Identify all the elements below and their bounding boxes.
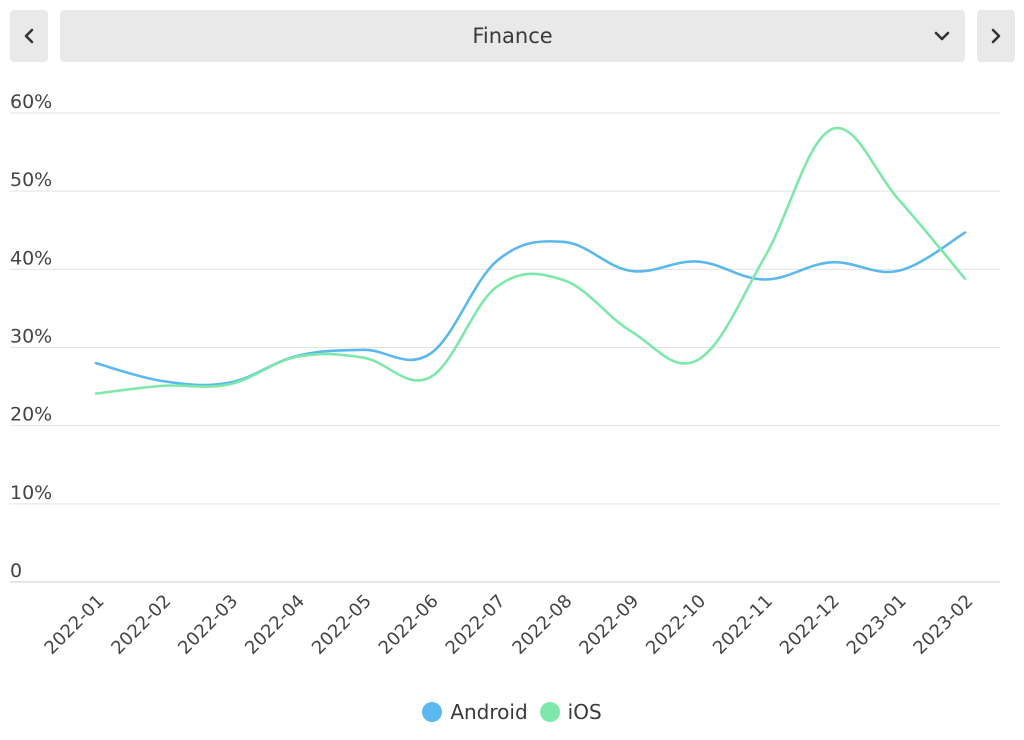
legend-item-android[interactable]: Android (422, 700, 528, 724)
previous-button[interactable] (10, 10, 48, 62)
x-axis-ticks: 2022-012022-022022-032022-042022-052022-… (40, 591, 977, 659)
legend-marker-android (422, 702, 443, 722)
x-tick-label: 2022-04 (241, 591, 309, 659)
y-tick-label: 10% (10, 482, 52, 504)
x-tick-label: 2022-11 (709, 591, 777, 659)
x-tick-label: 2022-12 (776, 591, 844, 659)
legend-marker-ios (539, 702, 560, 722)
x-tick-label: 2022-03 (174, 591, 242, 659)
y-axis-ticks: 0 10% 20% 30% 40% 50% 60% (10, 91, 52, 582)
x-tick-label: 2023-01 (843, 591, 911, 659)
line-chart: 010%20%30%40%50%60% 2022-012022-022022-0… (10, 91, 1000, 659)
selected-category-label: Finance (472, 24, 553, 48)
legend-label-ios: iOS (567, 700, 602, 724)
chart-legend: Android iOS (0, 700, 1024, 724)
next-button[interactable] (977, 10, 1015, 62)
y-tick-label: 50% (10, 169, 52, 191)
grid-lines (10, 112, 1000, 583)
chevron-left-icon (24, 28, 34, 44)
x-tick-label: 2022-02 (107, 591, 175, 659)
x-tick-label: 2023-02 (909, 591, 977, 659)
y-tick-label: 20% (10, 404, 52, 426)
x-tick-label: 2022-01 (40, 591, 108, 659)
x-tick-label: 2022-05 (308, 591, 376, 659)
x-tick-label: 2022-07 (442, 591, 510, 659)
series-line-android (94, 231, 967, 387)
series-line-ios (94, 126, 967, 395)
y-tick-label: 60% (10, 91, 52, 113)
series-lines (94, 126, 967, 395)
y-tick-label: 0 (10, 560, 22, 582)
x-tick-label: 2022-09 (575, 591, 643, 659)
chevron-down-icon (934, 31, 950, 41)
y-tick-label: 30% (10, 326, 52, 348)
x-tick-label: 2022-10 (642, 591, 710, 659)
legend-item-ios[interactable]: iOS (539, 700, 602, 724)
x-tick-label: 2022-06 (375, 591, 443, 659)
x-tick-label: 2022-08 (508, 591, 576, 659)
legend-label-android: Android (450, 700, 528, 724)
y-tick-label: 40% (10, 247, 52, 269)
chevron-right-icon (991, 28, 1001, 44)
category-dropdown[interactable]: Finance (60, 10, 965, 62)
